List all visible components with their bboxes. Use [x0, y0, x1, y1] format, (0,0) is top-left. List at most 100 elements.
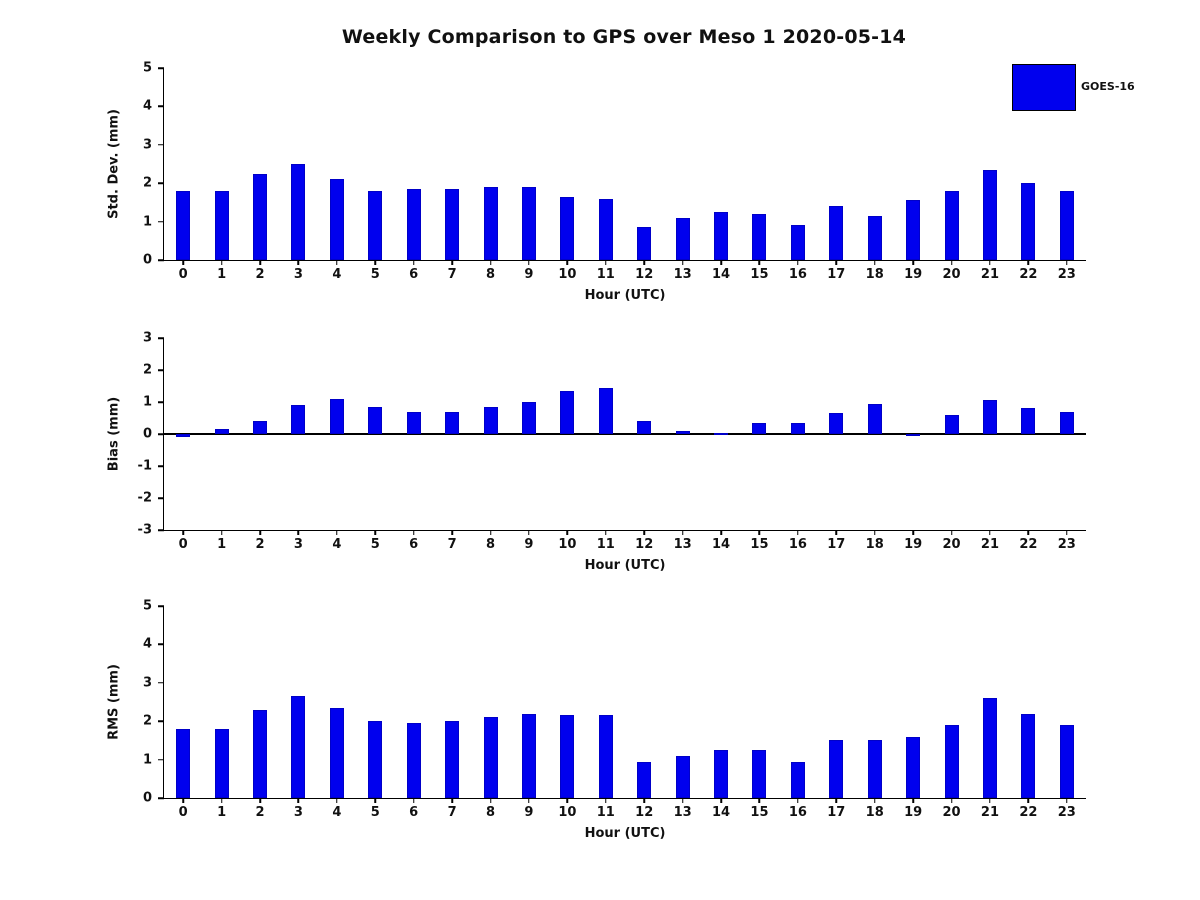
bar [598, 387, 613, 434]
x-tick-mark [1027, 799, 1030, 803]
x-tick-mark [220, 261, 223, 265]
x-axis-ticks: 0 1 2 3 4 5 6 7 8 9 10 11 12 13 14 15 16 17 18 19 20 21 22 23 [164, 530, 1086, 560]
x-tick-label: 8 [486, 537, 496, 552]
x-tick-mark [835, 261, 838, 265]
bar [675, 755, 690, 798]
x-tick-label: 4 [332, 537, 342, 552]
x-tick-mark [374, 799, 377, 803]
x-tick-mark [912, 531, 914, 535]
x-tick-mark [758, 799, 761, 803]
x-tick-label: 5 [370, 805, 380, 820]
y-tick-mark [158, 605, 164, 607]
x-tick-mark [182, 799, 184, 803]
y-tick-mark [158, 465, 164, 467]
x-tick-mark [528, 261, 530, 265]
x-tick-mark [1066, 261, 1068, 265]
y-tick-label: 4 [142, 636, 152, 652]
x-tick-mark [643, 531, 645, 535]
bar [368, 721, 383, 798]
bar [1059, 725, 1074, 798]
x-tick-label: 23 [1057, 805, 1076, 820]
x-tick-mark [182, 531, 184, 535]
y-axis-ticks: -3 -2 -1 0 1 2 3 [114, 331, 164, 538]
x-tick-mark [950, 261, 953, 265]
bar [637, 421, 652, 434]
x-tick-label: 9 [524, 267, 534, 282]
bar [329, 398, 344, 434]
x-tick-mark [912, 261, 914, 265]
x-tick-label: 5 [370, 267, 380, 282]
x-tick-label: 2 [255, 805, 265, 820]
x-tick-mark [336, 531, 338, 535]
x-tick-label: 22 [1019, 267, 1038, 282]
x-tick-mark [336, 799, 338, 803]
x-tick-mark [989, 531, 991, 535]
bars-layer [164, 606, 1086, 798]
x-tick-mark [605, 261, 607, 265]
x-tick-label: 18 [865, 805, 884, 820]
y-tick-mark [158, 529, 164, 531]
x-tick-mark [259, 531, 261, 535]
bar [790, 225, 805, 260]
x-tick-label: 23 [1057, 537, 1076, 552]
x-tick-mark [528, 531, 530, 535]
bar [253, 709, 268, 798]
bar [214, 190, 229, 260]
x-tick-label: 14 [711, 805, 731, 820]
y-tick-mark [158, 182, 164, 184]
x-tick-label: 12 [635, 805, 654, 820]
x-tick-label: 3 [293, 537, 303, 552]
bar [714, 750, 729, 798]
bar [906, 434, 921, 436]
x-tick-mark [605, 799, 607, 803]
bar [752, 422, 767, 434]
x-tick-label: 0 [178, 805, 188, 820]
x-tick-mark [681, 261, 684, 265]
x-tick-mark [1027, 531, 1030, 535]
y-tick-mark [158, 720, 164, 722]
chart-title: Weekly Comparison to GPS over Meso 1 202… [341, 26, 907, 48]
x-tick-label: 12 [635, 537, 654, 552]
x-tick-label: 14 [711, 267, 731, 282]
y-tick-label: 5 [142, 60, 152, 76]
x-tick-label: 4 [332, 805, 342, 820]
x-tick-mark [873, 261, 876, 265]
x-tick-label: 22 [1019, 805, 1038, 820]
bar [176, 434, 191, 438]
x-tick-mark [220, 799, 223, 803]
x-axis-label: Hour (UTC) [584, 558, 666, 573]
bar [752, 213, 767, 260]
y-tick-mark [158, 220, 164, 223]
bar [445, 411, 460, 434]
bar [406, 411, 421, 434]
x-tick-label: 15 [750, 267, 769, 282]
bar [521, 713, 536, 798]
bar [944, 190, 959, 260]
bar [253, 173, 268, 260]
y-tick-label: 0 [142, 426, 152, 442]
x-tick-mark [489, 799, 492, 803]
x-tick-mark [912, 799, 914, 803]
x-tick-label: 7 [447, 267, 457, 282]
y-tick-mark [158, 337, 164, 339]
y-tick-label: 3 [142, 330, 152, 346]
bar [1021, 713, 1036, 798]
y-tick-label: 2 [142, 713, 152, 729]
bars-layer [164, 68, 1086, 260]
x-tick-mark [566, 799, 569, 803]
x-tick-mark [643, 261, 645, 265]
x-tick-label: 17 [827, 805, 846, 820]
x-tick-mark [1066, 531, 1068, 535]
x-tick-mark [336, 261, 338, 265]
bar [483, 187, 498, 260]
y-axis-ticks: 0 1 2 3 4 5 [114, 599, 164, 806]
x-tick-mark [451, 261, 453, 265]
y-tick-mark [158, 144, 164, 146]
x-tick-mark [797, 531, 799, 535]
bar [291, 164, 306, 260]
bars-layer [164, 338, 1086, 530]
x-tick-mark [374, 531, 377, 535]
